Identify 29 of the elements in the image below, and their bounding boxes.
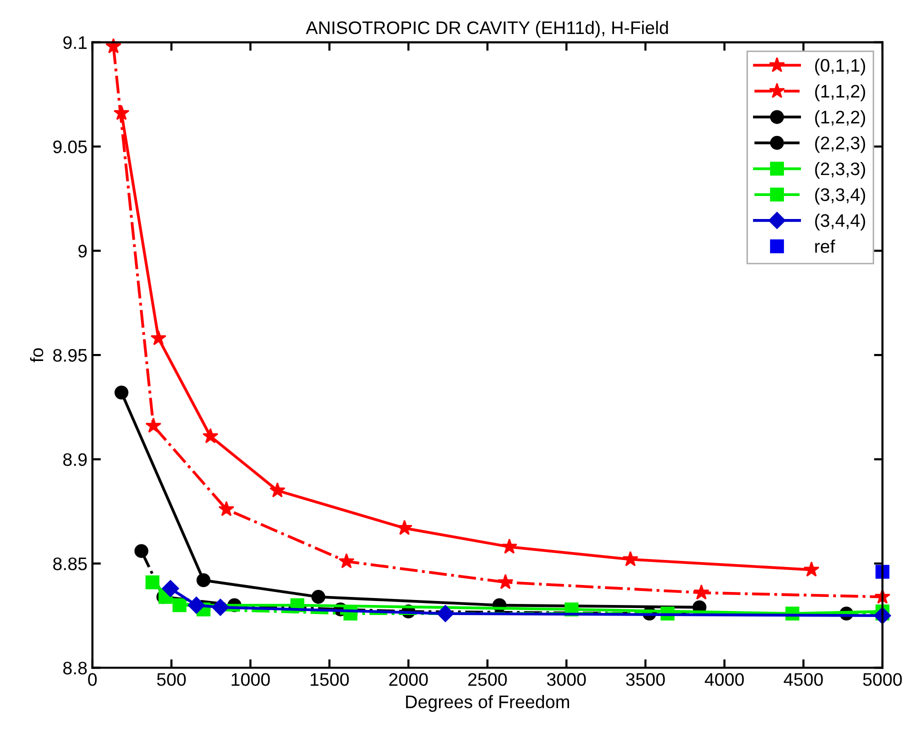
x-tick-label: 1500 <box>310 673 349 686</box>
legend-label: (3,3,4) <box>815 188 866 205</box>
x-tick-label: 4500 <box>784 673 823 686</box>
y-tick-label: 8.85 <box>53 557 87 570</box>
x-tick-label: 5000 <box>863 673 902 686</box>
y-tick-label: 8.9 <box>63 453 87 466</box>
y-tick-label: 8.95 <box>53 348 87 362</box>
chart-title: ANISOTROPIC DR CAVITY (EH11d), H-Field <box>306 20 668 38</box>
legend-label: ref <box>815 240 836 253</box>
x-tick-label: 1000 <box>232 673 270 686</box>
y-tick-label: 9 <box>78 244 87 258</box>
x-tick-label: 2000 <box>389 673 428 686</box>
x-tick-label: 0 <box>88 673 97 686</box>
x-tick-label: 4000 <box>704 673 744 686</box>
x-tick-label: 2500 <box>468 673 507 686</box>
legend-label: (1,1,2) <box>815 84 866 102</box>
x-tick-label: 500 <box>157 673 186 686</box>
legend-label: (0,1,1) <box>815 58 866 76</box>
legend-label: (2,3,3) <box>815 162 866 179</box>
x-tick-label: 3000 <box>547 673 586 686</box>
y-axis-title: fo <box>30 348 44 362</box>
y-tick-label: 9.1 <box>63 36 87 49</box>
y-tick-label: 8.8 <box>63 662 87 674</box>
y-tick-label: 9.05 <box>53 140 87 154</box>
legend-label: (3,4,4) <box>815 214 866 231</box>
legend-label: (1,2,2) <box>815 110 866 128</box>
x-axis-title: Degrees of Freedom <box>406 695 570 712</box>
x-tick-label: 3500 <box>626 673 665 686</box>
legend-label: (2,2,3) <box>815 136 866 153</box>
